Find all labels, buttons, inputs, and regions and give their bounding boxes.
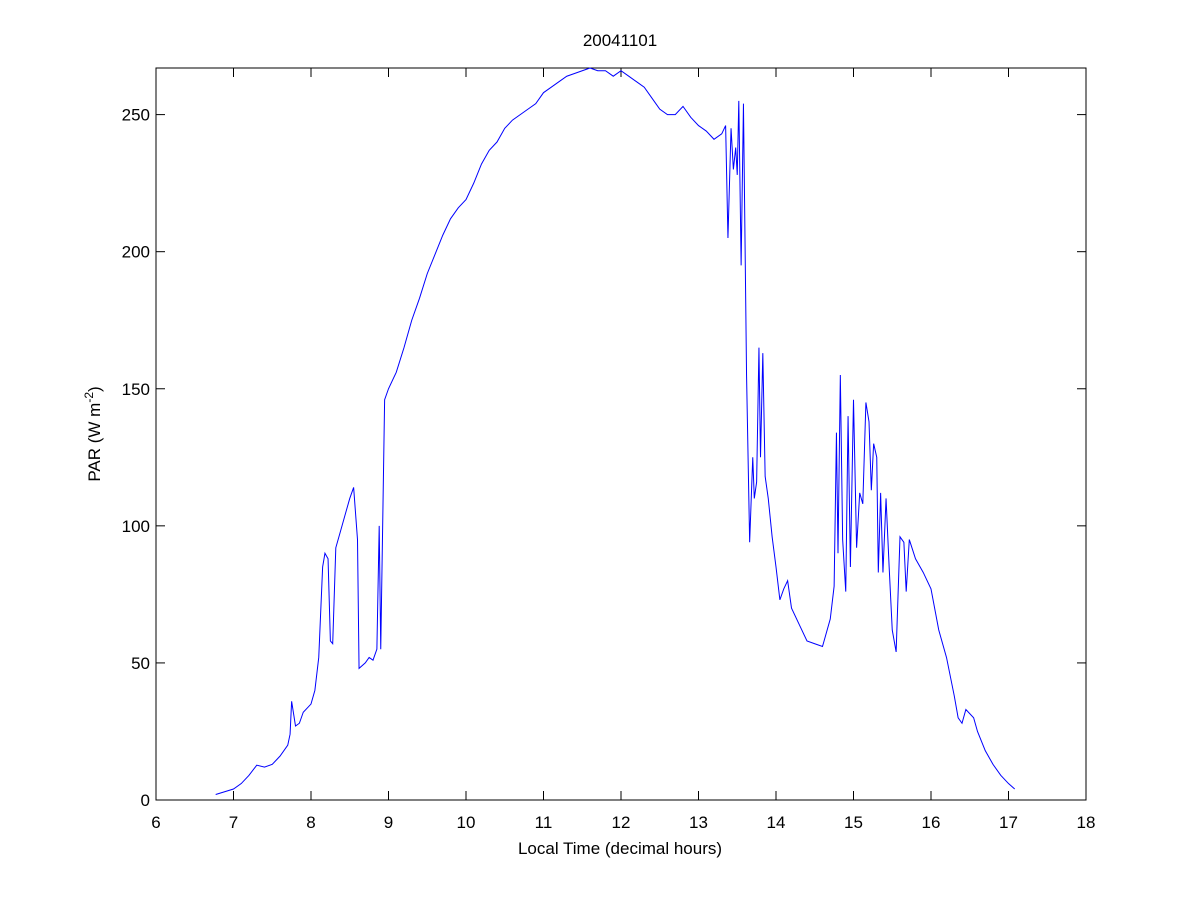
x-tick-label: 16 (922, 813, 941, 832)
x-tick-label: 14 (767, 813, 786, 832)
y-tick-label: 250 (122, 106, 150, 125)
y-axis-label-main: PAR (W m (85, 403, 104, 482)
x-tick-label: 11 (535, 813, 553, 832)
data-line (215, 67, 1016, 795)
y-axis-label: PAR (W m-2) (82, 386, 104, 481)
x-axis-label: Local Time (decimal hours) (518, 839, 722, 858)
y-axis-label-sup: -2 (82, 392, 96, 403)
y-tick-label: 50 (131, 654, 150, 673)
x-tick-label: 13 (689, 813, 708, 832)
chart-title: 20041101 (583, 31, 657, 50)
x-tick-label: 17 (999, 813, 1018, 832)
y-tick-label: 0 (141, 791, 150, 810)
x-tick-label: 10 (457, 813, 476, 832)
y-tick-label: 100 (122, 517, 150, 536)
x-tick-label: 18 (1077, 813, 1096, 832)
y-tick-label: 150 (122, 380, 150, 399)
x-tick-label: 8 (306, 813, 315, 832)
y-tick-label: 200 (122, 243, 150, 262)
x-tick-label: 9 (384, 813, 393, 832)
x-tick-label: 12 (612, 813, 631, 832)
x-tick-label: 7 (229, 813, 238, 832)
x-tick-label: 15 (844, 813, 863, 832)
y-axis-label-end: ) (85, 386, 104, 392)
x-tick-label: 6 (151, 813, 160, 832)
